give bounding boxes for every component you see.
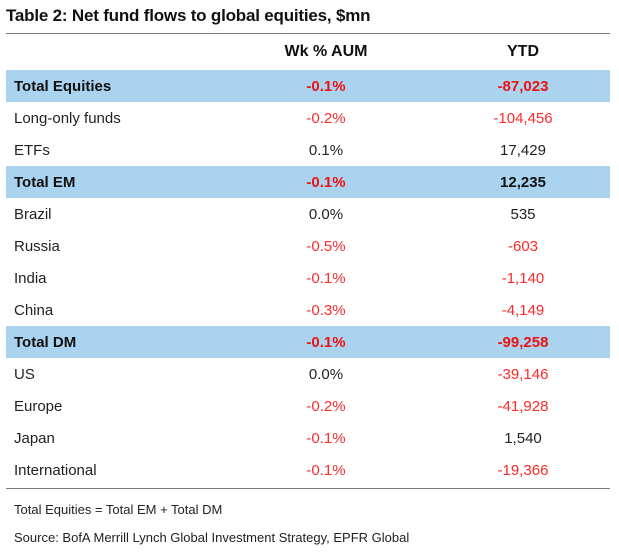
- table-row: Japan -0.1% 1,540: [6, 422, 610, 454]
- footnote: Total Equities = Total EM + Total DM: [14, 502, 223, 517]
- wk-aum-value: 0.0%: [308, 206, 344, 223]
- row-label: Total EM: [14, 174, 76, 191]
- wk-aum-value: 0.1%: [308, 142, 344, 159]
- row-label: Europe: [14, 398, 63, 415]
- wk-aum-value: -0.1%: [306, 334, 346, 351]
- ytd-value: 535: [510, 206, 536, 223]
- table-row: ETFs 0.1% 17,429: [6, 134, 610, 166]
- ytd-value: -39,146: [497, 366, 549, 383]
- column-header-wk-aum: Wk % AUM: [284, 43, 368, 60]
- table-row: Russia -0.5% -603: [6, 230, 610, 262]
- wk-aum-value: -0.2%: [306, 398, 346, 415]
- wk-aum-value: -0.1%: [306, 270, 346, 287]
- ytd-value: -603: [507, 238, 539, 255]
- table-row: International -0.1% -19,366: [6, 454, 610, 486]
- column-header-ytd: YTD: [507, 43, 539, 60]
- flows-table: Total Equities -0.1% -87,023 Long-only fund…: [6, 70, 610, 486]
- row-label: India: [14, 270, 47, 287]
- table-total-row: Total DM -0.1% -99,258: [6, 326, 610, 358]
- ytd-value: -41,928: [497, 398, 549, 415]
- ytd-value: -87,023: [497, 78, 549, 95]
- row-label: China: [14, 302, 54, 319]
- wk-aum-value: -0.2%: [306, 110, 346, 127]
- ytd-value: -19,366: [497, 462, 549, 479]
- table-total-row: Total Equities -0.1% -87,023: [6, 70, 610, 102]
- ytd-value: -1,140: [501, 270, 545, 287]
- table-row: Long-only funds -0.2% -104,456: [6, 102, 610, 134]
- ytd-value: -99,258: [497, 334, 549, 351]
- notes-divider: [6, 488, 610, 489]
- wk-aum-value: -0.1%: [306, 462, 346, 479]
- ytd-value: 12,235: [500, 174, 546, 191]
- row-label: International: [14, 462, 97, 479]
- ytd-value: 17,429: [500, 142, 546, 159]
- wk-aum-value: -0.1%: [306, 78, 346, 95]
- wk-aum-value: -0.1%: [306, 174, 346, 191]
- wk-aum-value: -0.3%: [306, 302, 346, 319]
- table-title: Table 2: Net fund flows to global equiti…: [6, 6, 371, 25]
- row-label: Russia: [14, 238, 60, 255]
- ytd-value: 1,540: [504, 430, 542, 447]
- table-total-row: Total EM -0.1% 12,235: [6, 166, 610, 198]
- ytd-value: -4,149: [501, 302, 545, 319]
- row-label: ETFs: [14, 142, 50, 159]
- row-label: Japan: [14, 430, 55, 447]
- table-row: India -0.1% -1,140: [6, 262, 610, 294]
- source-note: Source: BofA Merrill Lynch Global Invest…: [14, 530, 410, 545]
- table-row: Brazil 0.0% 535: [6, 198, 610, 230]
- wk-aum-value: 0.0%: [308, 366, 344, 383]
- ytd-value: -104,456: [493, 110, 553, 127]
- table-row: US 0.0% -39,146: [6, 358, 610, 390]
- row-label: Total Equities: [14, 78, 112, 95]
- table-header: Wk % AUM YTD: [6, 34, 610, 70]
- wk-aum-value: -0.1%: [306, 430, 346, 447]
- row-label: Total DM: [14, 334, 77, 351]
- row-label: Long-only funds: [14, 110, 121, 127]
- table-row: China -0.3% -4,149: [6, 294, 610, 326]
- row-label: Brazil: [14, 206, 52, 223]
- row-label: US: [14, 366, 35, 383]
- table-row: Europe -0.2% -41,928: [6, 390, 610, 422]
- top-divider: [6, 33, 610, 34]
- wk-aum-value: -0.5%: [306, 238, 346, 255]
